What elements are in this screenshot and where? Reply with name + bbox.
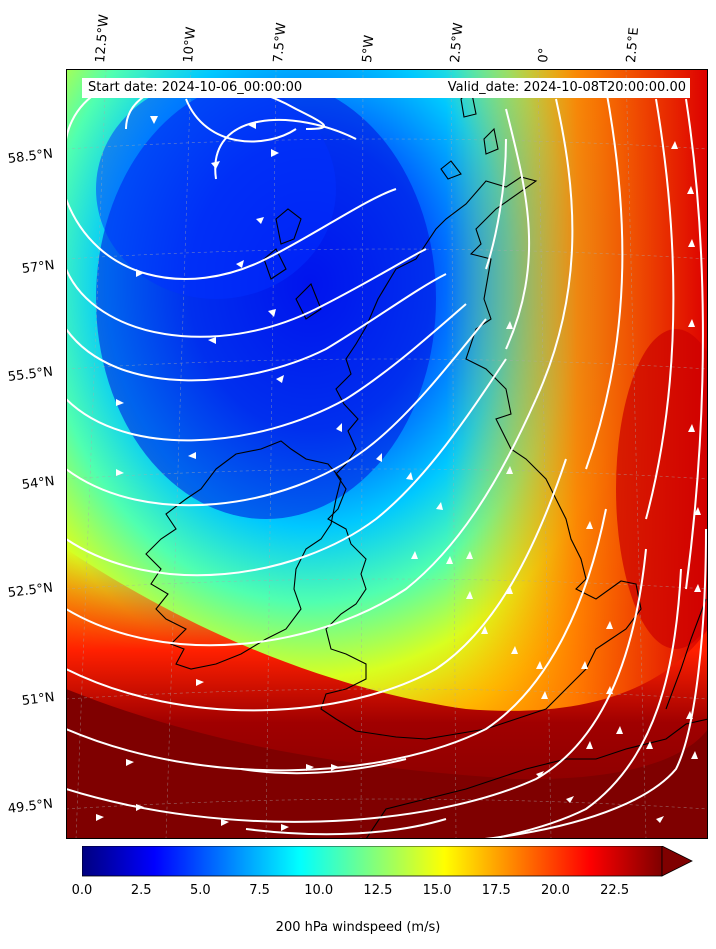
streamline-arrows bbox=[96, 116, 701, 831]
longitude-label: 2.5°W bbox=[448, 22, 467, 64]
colorbar-tick-label: 12.5 bbox=[363, 883, 393, 898]
latitude-label: 52.5°N bbox=[7, 580, 54, 601]
start-date: Start date: 2024-10-06_00:00:00 bbox=[88, 80, 303, 95]
colorbar-tick-label: 15.0 bbox=[422, 883, 452, 898]
longitude-label: 10°W bbox=[181, 26, 200, 64]
graticule bbox=[66, 69, 708, 839]
wind-map bbox=[66, 69, 708, 839]
colorbar-extend-arrow bbox=[661, 846, 693, 877]
colorbar-fill bbox=[82, 846, 663, 877]
colorbar-label: 200 hPa windspeed (m/s) bbox=[275, 920, 441, 935]
longitude-label: 0° bbox=[536, 47, 553, 64]
colorbar-tick-label: 5.0 bbox=[190, 883, 211, 898]
latitude-label: 55.5°N bbox=[7, 364, 54, 385]
longitude-label: 2.5°E bbox=[624, 26, 643, 64]
colorbar-tick-label: 10.0 bbox=[304, 883, 334, 898]
colorbar-tick-label: 0.0 bbox=[71, 883, 93, 898]
date-banner: Start date: 2024-10-06_00:00:00 Valid_da… bbox=[82, 78, 690, 98]
latitude-label: 54°N bbox=[21, 474, 56, 493]
colorbar-tick-label: 7.5 bbox=[249, 883, 270, 898]
coastlines bbox=[145, 87, 708, 839]
latitude-label: 58.5°N bbox=[7, 146, 54, 167]
latitude-label: 51°N bbox=[21, 690, 56, 709]
longitude-label: 12.5°W bbox=[93, 13, 113, 64]
valid-date: Valid_date: 2024-10-08T20:00:00.00 bbox=[447, 80, 686, 95]
colorbar bbox=[82, 846, 693, 877]
longitude-label: 7.5°W bbox=[271, 22, 290, 64]
ireland-coast bbox=[145, 440, 342, 670]
streamlines bbox=[66, 78, 707, 839]
latitude-label: 49.5°N bbox=[7, 796, 54, 817]
longitude-label: 5°W bbox=[360, 34, 378, 64]
france-coast bbox=[365, 718, 708, 839]
latitude-label: 57°N bbox=[21, 258, 56, 277]
colorbar-tick-label: 2.5 bbox=[130, 883, 152, 898]
colorbar-tick-label: 20.0 bbox=[540, 883, 570, 898]
colorbar-tick-label: 17.5 bbox=[481, 883, 511, 898]
colorbar-tick-label: 22.5 bbox=[600, 883, 630, 898]
